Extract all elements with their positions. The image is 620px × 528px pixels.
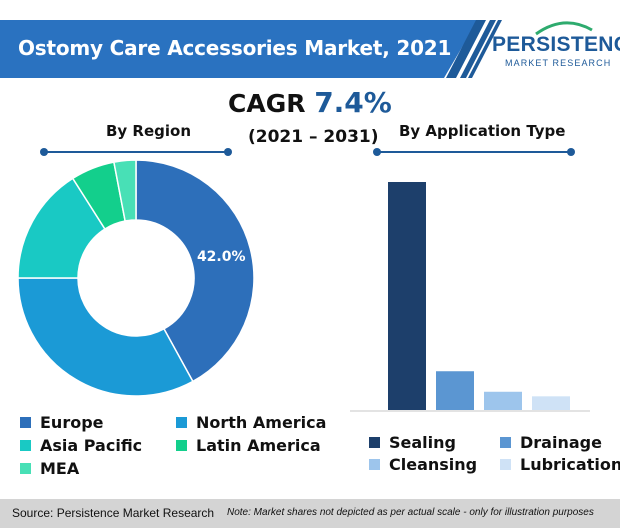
drainage-swatch — [500, 437, 511, 448]
bar-rects — [388, 182, 570, 410]
region-heading: By Region — [106, 122, 192, 140]
mea-swatch — [20, 463, 31, 474]
application-heading-dot-left — [373, 148, 381, 156]
application-heading-line — [377, 151, 571, 153]
footer-bar: Source: Persistence Market Research Note… — [0, 499, 620, 528]
footer-source: Source: Persistence Market Research — [12, 506, 215, 520]
cleansing-swatch — [369, 459, 380, 470]
region-heading-dot-right — [224, 148, 232, 156]
banner-shape — [0, 20, 478, 78]
legend-europe: Europe — [20, 413, 104, 432]
legend-mea-label: MEA — [40, 459, 80, 478]
europe-share-label: 42.0% — [197, 249, 246, 265]
legend-north-america: North America — [176, 413, 326, 432]
title-banner — [0, 20, 478, 78]
latin-america-swatch — [176, 440, 187, 451]
logo-stripes-icon — [446, 20, 502, 78]
legend-cleansing-label: Cleansing — [389, 455, 478, 474]
cagr-value: 7.4% — [314, 86, 392, 119]
logo-arc-icon — [535, 21, 593, 36]
logo-wordmark: PERSISTENCE — [492, 33, 620, 56]
legend-asia-pacific: Asia Pacific — [20, 436, 142, 455]
legend-mea: MEA — [20, 459, 79, 478]
page-title: Ostomy Care Accessories Market, 2021 — [18, 36, 452, 60]
legend-latin-america-label: Latin America — [196, 436, 321, 455]
asia-pacific-swatch — [20, 440, 31, 451]
legend-sealing: Sealing — [369, 433, 456, 452]
legend-lubrication: Lubrication — [500, 455, 620, 474]
footer-note: Note: Market shares not depicted as per … — [227, 507, 594, 518]
bar-sealing — [388, 182, 426, 410]
legend-europe-label: Europe — [40, 413, 104, 432]
legend-drainage: Drainage — [500, 433, 602, 452]
donut-slice-mea — [113, 159, 137, 222]
bar-cleansing — [484, 391, 522, 410]
legend-cleansing: Cleansing — [369, 455, 477, 474]
application-heading-dot-right — [567, 148, 575, 156]
cagr-headline: CAGR 7.4% — [228, 86, 392, 119]
sealing-swatch — [369, 437, 380, 448]
cagr-period: (2021 – 2031) — [248, 127, 379, 147]
legend-sealing-label: Sealing — [389, 433, 456, 452]
legend-asia-pacific-label: Asia Pacific — [40, 436, 143, 455]
lubrication-swatch — [500, 459, 511, 470]
application-heading: By Application Type — [399, 122, 566, 140]
application-bar-chart — [350, 182, 590, 412]
europe-swatch — [20, 417, 31, 428]
region-donut-chart: 42.0% — [17, 159, 255, 397]
donut-slices — [17, 159, 255, 397]
legend-north-america-label: North America — [196, 413, 327, 432]
legend-lubrication-label: Lubrication — [520, 455, 620, 474]
legend-drainage-label: Drainage — [520, 433, 602, 452]
logo-subtitle: MARKET RESEARCH — [505, 58, 612, 68]
legend-latin-america: Latin America — [176, 436, 321, 455]
region-heading-line — [44, 151, 228, 153]
cagr-label: CAGR — [228, 89, 306, 118]
donut-slice-europe — [135, 159, 255, 383]
bar-lubrication — [532, 396, 570, 410]
bar-drainage — [436, 371, 474, 410]
donut-slice-north-america — [17, 277, 194, 397]
north-america-swatch — [176, 417, 187, 428]
region-heading-dot-left — [40, 148, 48, 156]
